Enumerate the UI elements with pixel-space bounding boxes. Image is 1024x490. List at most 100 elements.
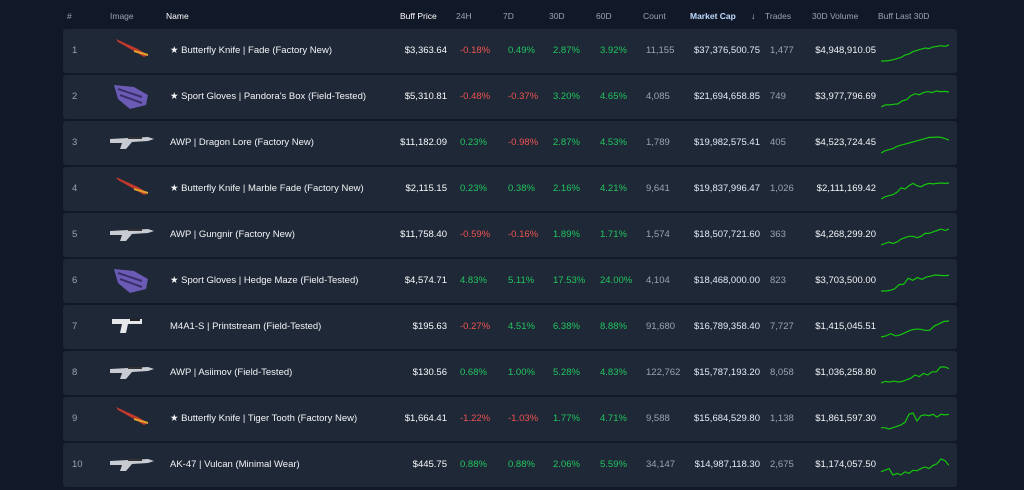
sparkline-series bbox=[881, 412, 949, 430]
price-sparkline bbox=[881, 274, 949, 292]
trades: 7,727 bbox=[770, 321, 794, 332]
item-name[interactable]: AWP | Dragon Lore (Factory New) bbox=[170, 137, 314, 148]
change-30d: 3.20% bbox=[553, 91, 580, 102]
volume-30d: $4,523,724.45 bbox=[815, 137, 876, 148]
trades: 1,477 bbox=[770, 45, 794, 56]
change-60d: 4.53% bbox=[600, 137, 627, 148]
item-name[interactable]: ★ Butterfly Knife | Marble Fade (Factory… bbox=[170, 183, 364, 194]
count: 11,155 bbox=[646, 45, 675, 56]
change-24h: 0.88% bbox=[460, 459, 487, 470]
market-cap: $21,694,658.85 bbox=[693, 91, 760, 102]
price-sparkline bbox=[881, 412, 949, 430]
market-cap: $18,468,000.00 bbox=[693, 275, 760, 286]
item-name[interactable]: ★ Butterfly Knife | Tiger Tooth (Factory… bbox=[170, 413, 358, 424]
market-cap: $15,787,193.20 bbox=[693, 367, 760, 378]
header-count[interactable]: Count bbox=[643, 11, 666, 21]
table-row[interactable]: 5 AWP | Gungnir (Factory New) $11,758.40… bbox=[63, 213, 957, 257]
price-sparkline bbox=[881, 90, 949, 108]
header-buff-price[interactable]: Buff Price bbox=[400, 11, 437, 21]
count: 1,789 bbox=[646, 137, 670, 148]
buff-price: $2,115.15 bbox=[405, 183, 447, 194]
price-sparkline bbox=[881, 44, 949, 62]
table-row[interactable]: 8 AWP | Asiimov (Field-Tested) $130.56 0… bbox=[63, 351, 957, 395]
header-trades[interactable]: Trades bbox=[765, 11, 792, 21]
rifle-item-image bbox=[110, 459, 154, 471]
change-60d: 24.00% bbox=[600, 275, 633, 286]
change-30d: 5.28% bbox=[553, 367, 580, 378]
change-60d: 4.65% bbox=[600, 91, 627, 102]
price-sparkline bbox=[881, 458, 949, 476]
change-7d: 5.11% bbox=[508, 275, 535, 286]
volume-30d: $1,415,045.51 bbox=[815, 321, 876, 332]
buff-price: $195.63 bbox=[412, 321, 447, 332]
sparkline-series bbox=[881, 458, 949, 476]
rank: 4 bbox=[72, 183, 78, 194]
table-row[interactable]: 3 AWP | Dragon Lore (Factory New) $11,18… bbox=[63, 121, 957, 165]
volume-30d: $2,111,169.42 bbox=[816, 183, 876, 194]
item-name[interactable]: AWP | Gungnir (Factory New) bbox=[170, 229, 295, 240]
count: 91,680 bbox=[646, 321, 676, 332]
change-24h: -0.59% bbox=[460, 229, 491, 240]
market-cap: $37,376,500.75 bbox=[693, 45, 760, 56]
buff-price: $130.56 bbox=[412, 367, 447, 378]
item-name[interactable]: ★ Sport Gloves | Hedge Maze (Field-Teste… bbox=[170, 275, 359, 286]
header-name[interactable]: Name bbox=[166, 11, 189, 21]
count: 9,641 bbox=[646, 183, 670, 194]
item-name[interactable]: ★ Sport Gloves | Pandora's Box (Field-Te… bbox=[170, 91, 367, 102]
header-num[interactable]: # bbox=[67, 11, 72, 21]
trades: 1,026 bbox=[770, 183, 794, 194]
item-name[interactable]: M4A1-S | Printstream (Field-Tested) bbox=[170, 321, 322, 332]
change-30d: 6.38% bbox=[553, 321, 580, 332]
table-row[interactable]: 4 ★ Butterfly Knife | Marble Fade (Facto… bbox=[63, 167, 957, 211]
table-row[interactable]: 7 M4A1-S | Printstream (Field-Tested) $1… bbox=[63, 305, 957, 349]
sparkline-series bbox=[881, 274, 949, 292]
rank: 2 bbox=[72, 91, 78, 102]
change-30d: 2.06% bbox=[553, 459, 580, 470]
change-30d: 2.87% bbox=[553, 137, 580, 148]
header-30d-volume[interactable]: 30D Volume bbox=[812, 11, 859, 21]
change-24h: -0.27% bbox=[460, 321, 491, 332]
market-cap: $14,987,118.30 bbox=[694, 459, 760, 470]
table-row[interactable]: 9 ★ Butterfly Knife | Tiger Tooth (Facto… bbox=[63, 397, 957, 441]
item-name[interactable]: AWP | Asiimov (Field-Tested) bbox=[170, 367, 293, 378]
rank: 6 bbox=[72, 275, 78, 286]
buff-price: $1,664.41 bbox=[404, 413, 447, 424]
change-30d: 2.87% bbox=[553, 45, 580, 56]
item-name[interactable]: ★ Butterfly Knife | Fade (Factory New) bbox=[170, 45, 332, 56]
trades: 2,675 bbox=[770, 459, 794, 470]
count: 4,085 bbox=[646, 91, 670, 102]
header-60d[interactable]: 60D bbox=[596, 11, 612, 21]
buff-price: $445.75 bbox=[412, 459, 447, 470]
count: 1,574 bbox=[646, 229, 670, 240]
buff-price: $11,182.09 bbox=[400, 137, 447, 148]
knife-item-image bbox=[116, 39, 149, 57]
header-24h[interactable]: 24H bbox=[456, 11, 472, 21]
change-24h: 4.83% bbox=[460, 275, 487, 286]
table-row[interactable]: 1 ★ Butterfly Knife | Fade (Factory New)… bbox=[63, 29, 957, 73]
item-name[interactable]: AK-47 | Vulcan (Minimal Wear) bbox=[170, 459, 300, 470]
header-image: Image bbox=[110, 11, 134, 21]
trades: 363 bbox=[770, 229, 786, 240]
table-row[interactable]: 10 AK-47 | Vulcan (Minimal Wear) $445.75… bbox=[63, 443, 957, 487]
header-30d[interactable]: 30D bbox=[549, 11, 565, 21]
sparkline-series bbox=[881, 228, 949, 246]
header-7d[interactable]: 7D bbox=[503, 11, 514, 21]
change-60d: 4.21% bbox=[600, 183, 627, 194]
change-24h: -1.22% bbox=[460, 413, 491, 424]
change-30d: 1.77% bbox=[553, 413, 580, 424]
change-7d: 4.51% bbox=[508, 321, 535, 332]
change-60d: 1.71% bbox=[600, 229, 627, 240]
table-row[interactable]: 2 ★ Sport Gloves | Pandora's Box (Field-… bbox=[63, 75, 957, 119]
buff-price: $3,363.64 bbox=[404, 45, 447, 56]
header-market-cap[interactable]: Market Cap bbox=[690, 11, 736, 21]
table-row[interactable]: 6 ★ Sport Gloves | Hedge Maze (Field-Tes… bbox=[63, 259, 957, 303]
rank: 8 bbox=[72, 367, 78, 378]
rank: 3 bbox=[72, 137, 78, 148]
sort-desc-icon[interactable]: ↓ bbox=[751, 11, 756, 21]
trades: 405 bbox=[770, 137, 786, 148]
knife-item-image bbox=[116, 407, 149, 425]
market-cap: $19,837,996.47 bbox=[693, 183, 760, 194]
volume-30d: $3,977,796.69 bbox=[815, 91, 876, 102]
change-7d: -0.16% bbox=[508, 229, 539, 240]
rank: 10 bbox=[72, 459, 83, 470]
